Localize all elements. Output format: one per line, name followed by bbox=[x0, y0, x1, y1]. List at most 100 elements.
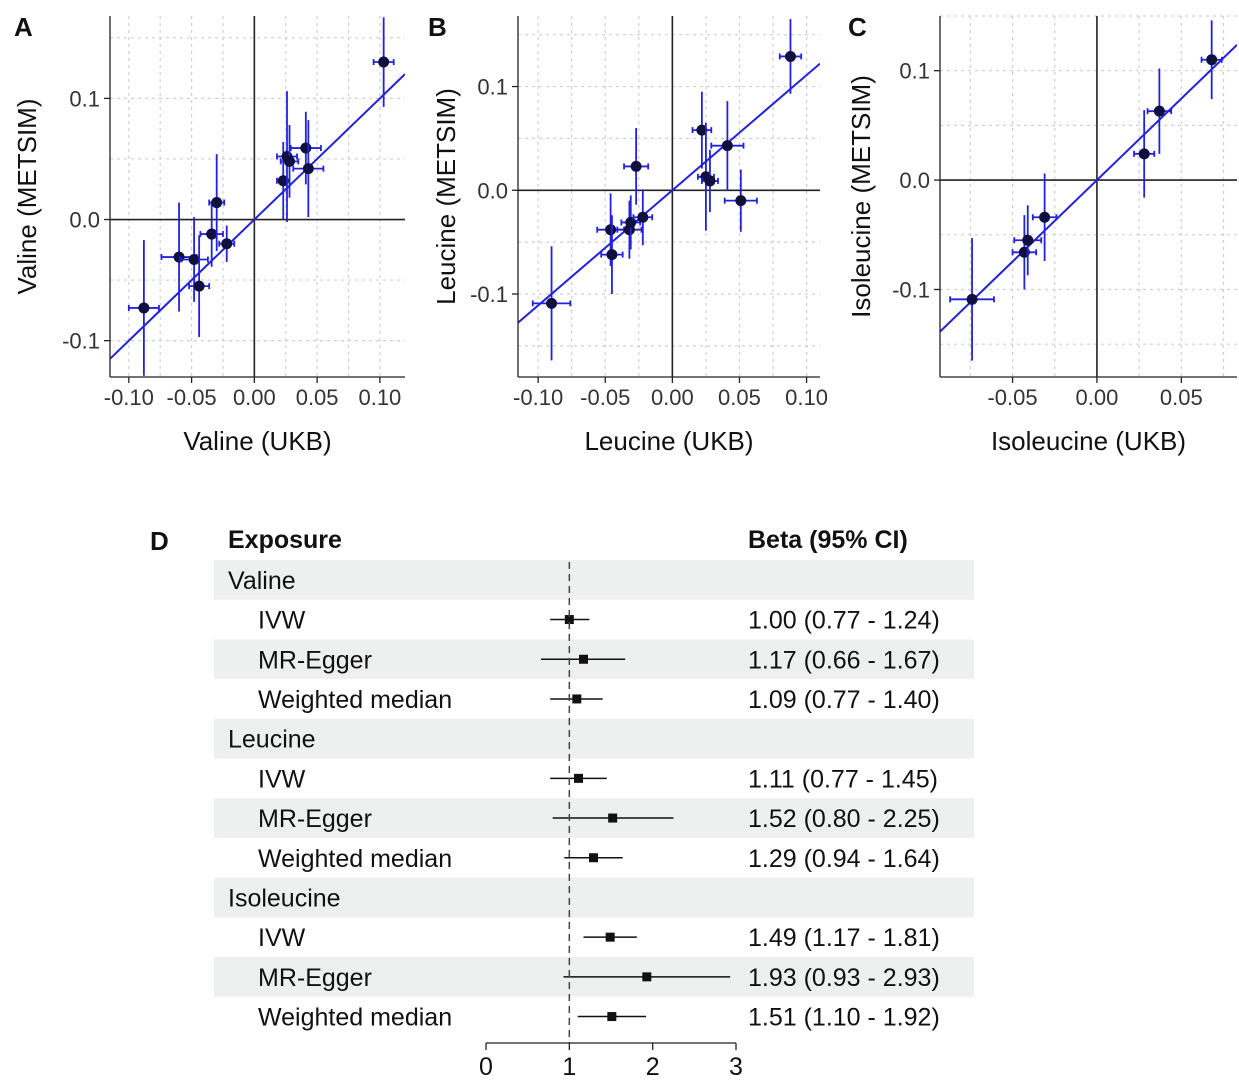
data-point bbox=[546, 297, 558, 309]
beta-ci-label: 1.29 (0.94 - 1.64) bbox=[748, 845, 940, 873]
data-point bbox=[605, 224, 617, 236]
data-point bbox=[606, 249, 618, 261]
data-point bbox=[625, 216, 637, 228]
data-point bbox=[735, 195, 747, 207]
method-label: Weighted median bbox=[258, 1004, 452, 1032]
data-point bbox=[138, 302, 150, 314]
data-point bbox=[188, 253, 200, 265]
beta-ci-label: 1.00 (0.77 - 1.24) bbox=[748, 607, 940, 635]
x-tick-label: 0.05 bbox=[718, 385, 761, 410]
method-label: Weighted median bbox=[258, 686, 452, 714]
data-point bbox=[721, 140, 733, 152]
data-point bbox=[284, 155, 296, 167]
point-estimate bbox=[564, 615, 574, 625]
regression-line bbox=[940, 44, 1237, 333]
data-point bbox=[300, 142, 312, 154]
method-label: MR-Egger bbox=[258, 646, 372, 674]
x-tick-label: 0.00 bbox=[233, 385, 276, 410]
x-tick-label: 0.05 bbox=[1160, 385, 1203, 410]
scatter-panel-a: -0.10 -0.05 0.00 0.05 0.10 -0.1 0.0 0.1 Valine (… bbox=[12, 12, 405, 456]
forest-x-tick-label: 2 bbox=[646, 1053, 660, 1081]
panel-letter: C bbox=[848, 12, 867, 42]
x-tick-label: 0.10 bbox=[785, 385, 828, 410]
data-point bbox=[966, 293, 978, 305]
beta-ci-label: 1.93 (0.93 - 2.93) bbox=[748, 964, 940, 992]
method-label: MR-Egger bbox=[258, 964, 372, 992]
x-tick-label: -0.05 bbox=[580, 385, 630, 410]
data-point bbox=[378, 56, 390, 68]
y-axis-title: Isoleucine (METSIM) bbox=[846, 75, 876, 318]
data-point bbox=[277, 175, 289, 187]
point-estimate bbox=[605, 932, 615, 942]
data-point bbox=[1206, 54, 1218, 66]
data-point bbox=[1039, 211, 1051, 223]
x-tick-label: -0.10 bbox=[104, 385, 154, 410]
panel-letter: D bbox=[150, 526, 169, 556]
gridlines bbox=[518, 16, 820, 377]
group-label: Valine bbox=[228, 567, 296, 595]
x-axis-title: Isoleucine (UKB) bbox=[991, 426, 1186, 456]
method-label: MR-Egger bbox=[258, 805, 372, 833]
data-point bbox=[206, 228, 218, 240]
x-tick-label: -0.05 bbox=[987, 385, 1037, 410]
y-tick-label: -0.1 bbox=[62, 329, 100, 354]
beta-header: Beta (95% CI) bbox=[748, 526, 908, 554]
beta-ci-label: 1.17 (0.66 - 1.67) bbox=[748, 646, 940, 674]
scatter-panel-c: -0.05 0.00 0.05 -0.1 0.0 0.1 Isoleucine (UKB) I… bbox=[846, 12, 1237, 456]
data-point bbox=[193, 280, 205, 292]
forest-x-tick-label: 1 bbox=[562, 1053, 576, 1081]
method-label: IVW bbox=[258, 924, 306, 952]
method-label: IVW bbox=[258, 765, 306, 793]
x-axis-title: Leucine (UKB) bbox=[584, 426, 753, 456]
x-axis-title: Valine (UKB) bbox=[183, 426, 331, 456]
regression-line bbox=[110, 73, 405, 360]
x-tick-label: -0.10 bbox=[513, 385, 563, 410]
data-point bbox=[1022, 234, 1034, 246]
data-points bbox=[127, 17, 395, 376]
data-point bbox=[302, 163, 314, 175]
y-tick-label: 0.1 bbox=[69, 86, 100, 111]
data-point bbox=[696, 124, 708, 136]
beta-ci-label: 1.49 (1.17 - 1.81) bbox=[748, 924, 940, 952]
data-point bbox=[221, 238, 233, 250]
data-point bbox=[637, 211, 649, 223]
method-label: Weighted median bbox=[258, 845, 452, 873]
y-tick-label: 0.1 bbox=[477, 75, 508, 100]
y-axis-title: Valine (METSIM) bbox=[12, 99, 42, 295]
data-point bbox=[1138, 148, 1150, 160]
forest-x-tick-label: 3 bbox=[729, 1053, 743, 1081]
row-stripe bbox=[214, 877, 974, 918]
point-estimate bbox=[607, 1012, 617, 1022]
x-tick-label: 0.00 bbox=[1076, 385, 1119, 410]
group-label: Leucine bbox=[228, 726, 316, 754]
point-estimate bbox=[608, 813, 618, 823]
data-point bbox=[630, 160, 642, 172]
point-estimate bbox=[572, 694, 582, 704]
data-point bbox=[211, 197, 223, 209]
gridlines bbox=[940, 15, 1237, 377]
x-tick-label: 0.10 bbox=[358, 385, 401, 410]
forest-x-tick-label: 0 bbox=[479, 1053, 493, 1081]
y-tick-label: 0.0 bbox=[69, 208, 100, 233]
y-tick-label: 0.1 bbox=[899, 59, 930, 84]
x-tick-label: 0.00 bbox=[651, 385, 694, 410]
forest-rows: Valine IVW 1.00 (0.77 - 1.24) MR-Egger 1.17 … bbox=[214, 560, 974, 1032]
forest-plot-panel: D Exposure Beta (95% CI) Valine IVW 1.00 (0.7… bbox=[150, 526, 974, 1081]
regression-line bbox=[518, 62, 820, 324]
method-label: IVW bbox=[258, 607, 306, 635]
row-stripe bbox=[214, 718, 974, 759]
y-tick-label: -0.1 bbox=[470, 282, 508, 307]
point-estimate bbox=[574, 773, 583, 783]
row-stripe bbox=[214, 560, 974, 600]
exposure-header: Exposure bbox=[228, 526, 342, 554]
group-label: Isoleucine bbox=[228, 884, 341, 912]
y-tick-label: 0.0 bbox=[477, 178, 508, 203]
y-axis-title: Leucine (METSIM) bbox=[431, 88, 461, 305]
beta-ci-label: 1.52 (0.80 - 2.25) bbox=[748, 805, 940, 833]
data-points bbox=[949, 20, 1223, 361]
x-tick-label: -0.05 bbox=[167, 385, 217, 410]
panel-letter: B bbox=[428, 12, 447, 42]
gridlines bbox=[110, 16, 405, 377]
y-tick-label: 0.0 bbox=[899, 168, 930, 193]
